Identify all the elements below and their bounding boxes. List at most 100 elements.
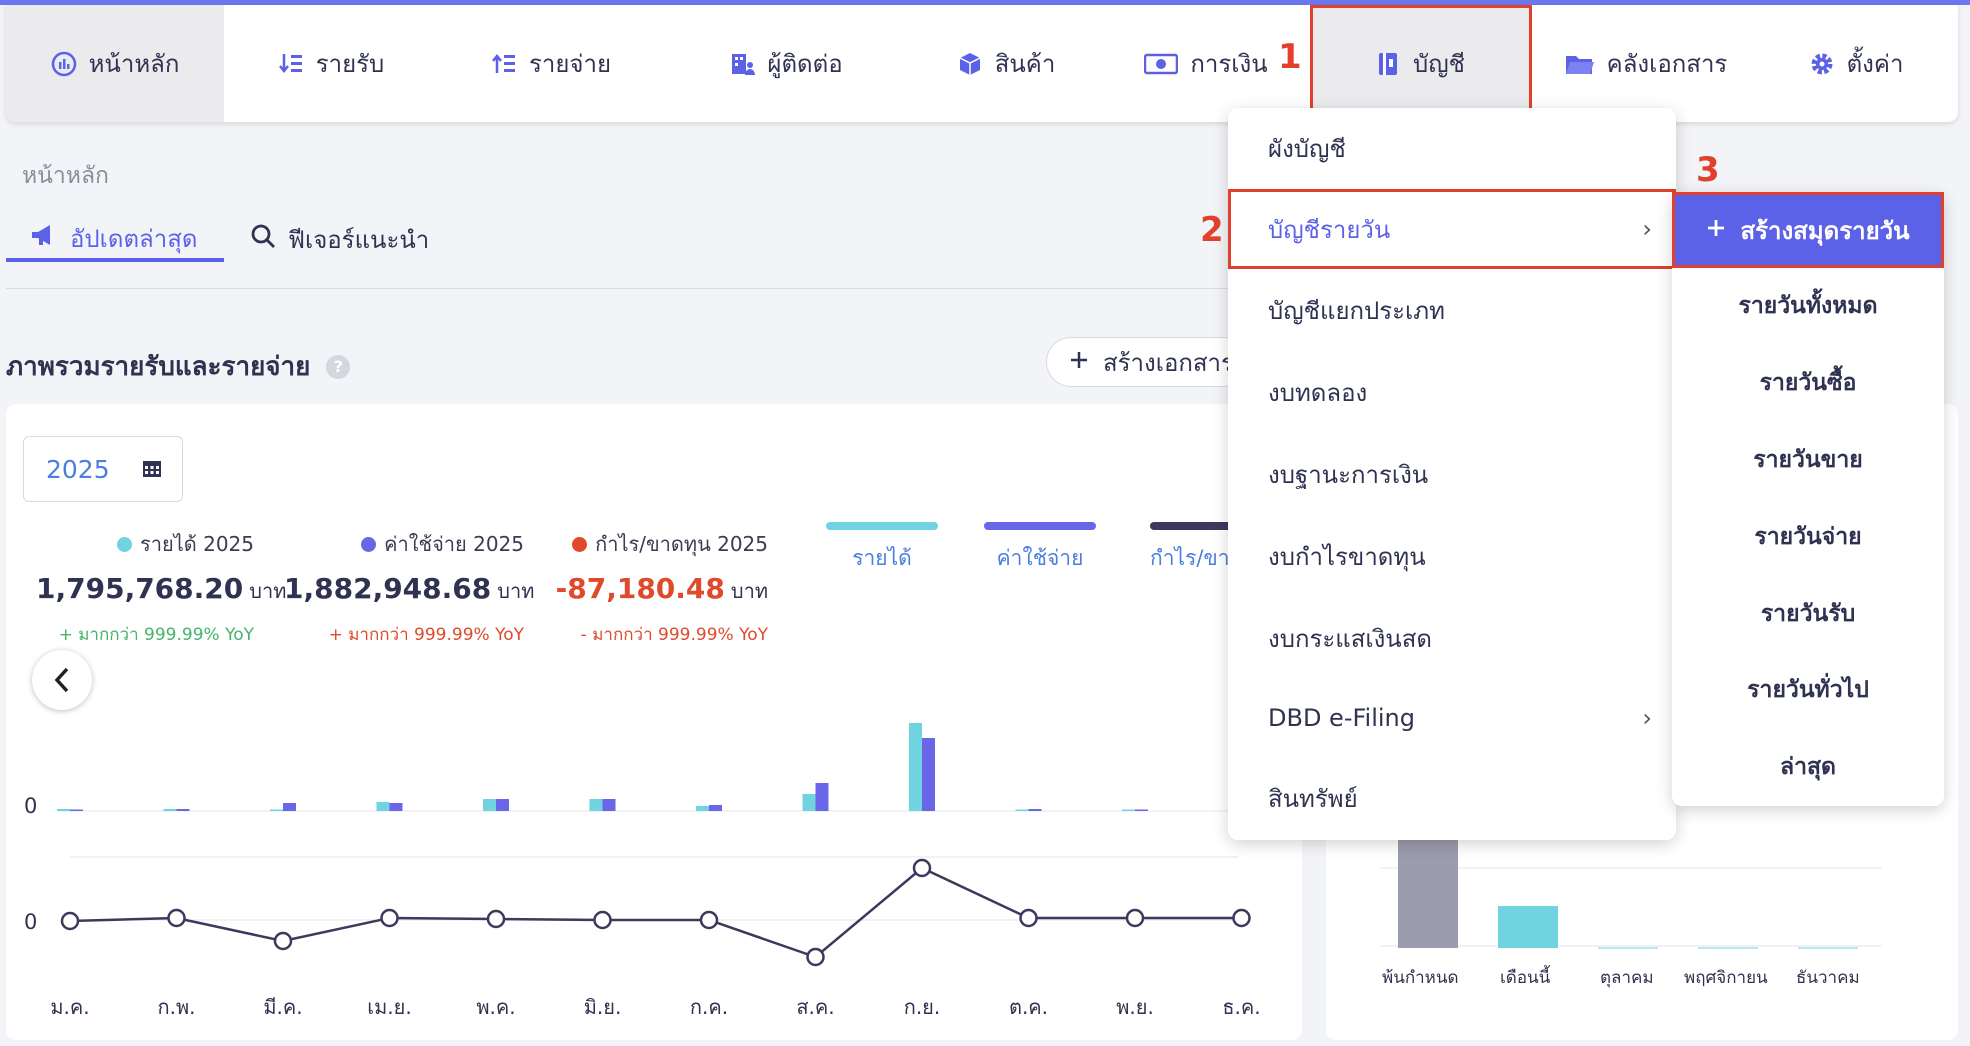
calendar-icon — [142, 455, 162, 484]
profit-point — [593, 910, 612, 930]
nav-home[interactable]: หน้าหลัก — [6, 5, 224, 122]
nav-account-label: บัญชี — [1413, 50, 1465, 78]
x-tick-label: มี.ค. — [263, 995, 302, 1019]
ledger-icon — [1377, 51, 1401, 77]
account-dropdown-menu: ผังบัญชี บัญชีรายวัน › บัญชีแยกประเภท งบ… — [1228, 108, 1676, 840]
profit-point — [273, 931, 293, 951]
tab-updates[interactable]: อัปเดตล่าสุด — [6, 218, 224, 262]
receivables-bar-this-month — [1498, 906, 1558, 948]
nav-income-label: รายรับ — [315, 50, 385, 78]
menu-journal[interactable]: บัญชีรายวัน › — [1228, 189, 1676, 269]
expense-bar — [815, 783, 829, 811]
legend-expense-swatch — [984, 522, 1096, 530]
nav-expense[interactable]: รายจ่าย — [456, 5, 646, 122]
expense-bar — [1135, 809, 1148, 811]
tab-features[interactable]: ฟีเจอร์แนะนำ — [250, 218, 429, 260]
journal-general[interactable]: รายวันทั่วไป — [1747, 677, 1869, 703]
profit-point — [1125, 908, 1145, 928]
plus-icon — [1706, 216, 1726, 244]
income-dot-icon — [117, 536, 132, 552]
create-document-button[interactable]: สร้างเอกสาร — [1046, 337, 1266, 387]
expense-bar — [70, 809, 83, 811]
menu-assets[interactable]: สินทรัพย์ — [1268, 784, 1358, 813]
legend-income[interactable]: รายได้ — [818, 522, 946, 575]
nav-contacts[interactable]: ผู้ติดต่อ — [686, 5, 886, 122]
journal-submenu: สร้างสมุดรายวัน รายวันทั้งหมด รายวันซื้อ… — [1672, 192, 1944, 806]
nav-income[interactable]: รายรับ — [246, 5, 416, 122]
income-stat-unit: บาท — [249, 579, 287, 603]
profit-point — [806, 947, 825, 967]
legend-expense[interactable]: ค่าใช้จ่าย — [976, 522, 1104, 575]
search-icon — [250, 223, 276, 255]
breadcrumb: หน้าหลัก — [22, 163, 109, 189]
journal-all[interactable]: รายวันทั้งหมด — [1738, 293, 1878, 319]
income-bar — [57, 809, 70, 811]
menu-balance-sheet[interactable]: งบฐานะการเงิน — [1268, 460, 1429, 489]
year-value: 2025 — [46, 454, 110, 484]
expense-bar — [922, 738, 935, 811]
journal-sales[interactable]: รายวันขาย — [1753, 447, 1863, 473]
income-bar — [802, 794, 816, 811]
tab-updates-label: อัปเดตล่าสุด — [70, 224, 198, 253]
menu-chart-of-accounts[interactable]: ผังบัญชี — [1268, 134, 1346, 163]
menu-dbd-efiling[interactable]: DBD e-Filing › — [1228, 678, 1676, 758]
expense-stat-unit: บาท — [497, 579, 535, 603]
x-tick-label: ต.ค. — [1009, 995, 1048, 1019]
create-document-label: สร้างเอกสาร — [1103, 348, 1234, 377]
menu-general-ledger[interactable]: บัญชีแยกประเภท — [1268, 296, 1445, 325]
nav-products[interactable]: สินค้า — [906, 5, 1106, 122]
legend-profit-swatch — [1150, 522, 1262, 530]
profit-stat: กำไร/ขาดทุน 2025 -87,180.48 บาท - มากกว่า… — [544, 528, 768, 648]
profit-point — [486, 909, 506, 929]
profit-point — [167, 908, 186, 928]
profit-point — [699, 910, 719, 930]
expense-stat-yoy: + มากกว่า 999.99% YoY — [328, 625, 524, 645]
previous-button[interactable] — [32, 650, 92, 710]
income-bar — [483, 799, 496, 811]
menu-cash-flow[interactable]: งบกระแสเงินสด — [1268, 624, 1432, 653]
nav-account[interactable]: บัญชี — [1310, 5, 1532, 122]
nav-contacts-label: ผู้ติดต่อ — [767, 50, 843, 78]
create-journal-button[interactable]: สร้างสมุดรายวัน — [1672, 192, 1944, 268]
journal-latest[interactable]: ล่าสุด — [1780, 754, 1836, 780]
income-bar — [696, 806, 709, 811]
menu-income-statement[interactable]: งบกำไรขาดทุน — [1268, 542, 1426, 571]
expense-icon — [491, 51, 517, 77]
nav-finance[interactable]: การเงิน — [1126, 5, 1286, 122]
nav-settings[interactable]: ตั้งค่า — [1776, 5, 1936, 122]
nav-home-label: หน้าหลัก — [88, 50, 180, 78]
journal-receipt[interactable]: รายวันรับ — [1760, 601, 1856, 627]
expense-stat: ค่าใช้จ่าย 2025 1,882,948.68 บาท + มากกว่… — [284, 528, 534, 648]
profit-stat-unit: บาท — [730, 579, 768, 603]
top-accent-bar — [0, 0, 1970, 5]
journal-payment[interactable]: รายวันจ่าย — [1754, 524, 1862, 550]
money-icon — [1144, 52, 1179, 76]
x-tick-label: ก.ย. — [904, 995, 941, 1019]
x-tick-label: ม.ค. — [50, 995, 89, 1019]
main-nav: หน้าหลัก รายรับ รายจ่าย ผู้ติดต่อ สินค้า… — [6, 5, 1958, 122]
line-zero-label: 0 — [24, 910, 38, 934]
profit-point — [1232, 908, 1251, 928]
nav-finance-label: การเงิน — [1190, 50, 1268, 78]
section-title: ภาพรวมรายรับและรายจ่าย ? — [6, 346, 351, 387]
expense-bar — [496, 799, 509, 811]
menu-trial-balance[interactable]: งบทดลอง — [1268, 378, 1368, 407]
journal-purchase[interactable]: รายวันซื้อ — [1759, 370, 1857, 396]
income-stat: รายได้ 2025 1,795,768.20 บาท + มากกว่า 99… — [36, 528, 286, 648]
receivables-bar-overdue — [1398, 824, 1458, 948]
create-journal-label: สร้างสมุดรายวัน — [1740, 216, 1910, 245]
income-bar — [270, 809, 283, 811]
income-bar — [909, 723, 922, 811]
profit-dot-icon — [572, 536, 588, 552]
year-picker[interactable]: 2025 — [23, 436, 183, 502]
nav-documents[interactable]: คลังเอกสาร — [1546, 5, 1746, 122]
expense-stat-label: ค่าใช้จ่าย 2025 — [384, 532, 524, 556]
bar-zero-label: 0 — [24, 794, 38, 818]
expense-dot-icon — [361, 536, 377, 552]
help-icon[interactable]: ? — [326, 354, 351, 379]
income-bar — [1122, 809, 1135, 811]
step-2-marker: 2 — [1200, 210, 1224, 250]
folder-icon — [1565, 52, 1595, 76]
tab-features-label: ฟีเจอร์แนะนำ — [288, 225, 430, 254]
profit-point — [380, 908, 399, 928]
